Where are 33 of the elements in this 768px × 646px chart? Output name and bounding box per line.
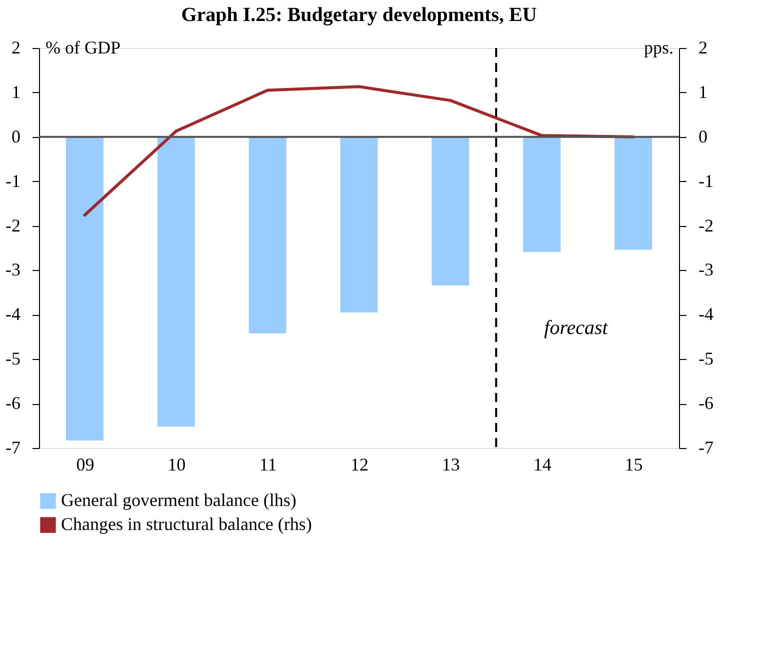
y2-tick-label: -5 bbox=[698, 348, 714, 369]
y-axis-title: % of GDP bbox=[46, 38, 120, 58]
x-tick-label: 14 bbox=[533, 454, 552, 474]
y-tick-label: -6 bbox=[6, 393, 20, 414]
legend-label: Changes in structural balance (rhs) bbox=[61, 514, 312, 534]
y-tick-label: 2 bbox=[12, 38, 20, 58]
y-tick-label: -4 bbox=[6, 304, 20, 324]
y2-axis-title: pps. bbox=[644, 38, 674, 58]
y-tick-label: 1 bbox=[12, 82, 20, 102]
x-tick-label: 13 bbox=[442, 454, 460, 474]
x-tick-label: 11 bbox=[259, 454, 277, 474]
x-tick-label: 15 bbox=[624, 454, 643, 474]
x-tick-label: 10 bbox=[168, 454, 186, 474]
x-tick-label: 12 bbox=[350, 454, 368, 474]
y-tick-label: -1 bbox=[6, 170, 20, 191]
y2-tick-label: 2 bbox=[698, 38, 708, 58]
y-tick-label: -3 bbox=[6, 260, 20, 280]
ref-line-label: forecast bbox=[544, 317, 608, 339]
y2-tick-label: -4 bbox=[698, 304, 714, 324]
legend-label: General goverment balance (lhs) bbox=[61, 490, 296, 510]
x-tick-label: 09 bbox=[76, 454, 94, 474]
y2-tick-label: -1 bbox=[698, 170, 714, 191]
y2-tick-label: -2 bbox=[698, 215, 714, 236]
chart-title: Graph I.25: Budgetary developments, EU bbox=[181, 4, 537, 26]
y2-tick-label: -3 bbox=[698, 260, 714, 280]
y2-tick-label: -7 bbox=[698, 438, 714, 458]
y-tick-label: -2 bbox=[6, 215, 20, 236]
y2-tick-label: 0 bbox=[698, 126, 708, 146]
y2-tick-label: -6 bbox=[698, 393, 714, 414]
y-tick-label: -5 bbox=[6, 348, 20, 369]
y2-tick-label: 1 bbox=[698, 82, 708, 102]
y-tick-label: 0 bbox=[12, 126, 20, 146]
y-tick-label: -7 bbox=[6, 438, 20, 458]
